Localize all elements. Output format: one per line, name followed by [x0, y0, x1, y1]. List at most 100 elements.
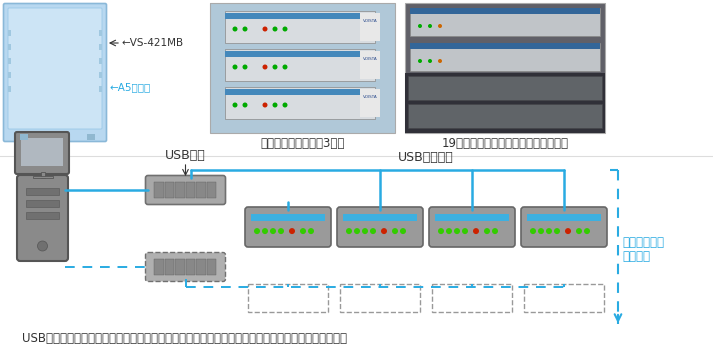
Bar — [26, 188, 59, 195]
Bar — [225, 13, 375, 19]
Bar — [527, 214, 601, 221]
Circle shape — [272, 26, 277, 31]
Circle shape — [584, 228, 590, 234]
Bar — [410, 8, 600, 14]
Circle shape — [454, 228, 460, 234]
Circle shape — [262, 64, 267, 69]
Bar — [408, 104, 602, 128]
Bar — [210, 3, 235, 133]
Text: VOISTA: VOISTA — [363, 19, 377, 23]
FancyBboxPatch shape — [429, 207, 515, 247]
Text: 縦積みも可能（最大3台）: 縦積みも可能（最大3台） — [260, 137, 344, 150]
Circle shape — [232, 102, 237, 107]
Text: 接続可能: 接続可能 — [622, 250, 650, 263]
Circle shape — [538, 228, 544, 234]
Bar — [360, 89, 380, 117]
Circle shape — [282, 26, 287, 31]
Bar — [185, 182, 195, 198]
Bar — [225, 89, 375, 95]
Bar — [432, 284, 512, 312]
Circle shape — [473, 228, 479, 234]
Bar — [343, 214, 417, 221]
Circle shape — [418, 24, 422, 28]
Text: USBハブを使用して、簡単に増設が可能。万一の回線障害の際も故障箇所の特定や切替も容易です。: USBハブを使用して、簡単に増設が可能。万一の回線障害の際も故障箇所の特定や切替… — [22, 332, 347, 345]
Bar — [175, 182, 185, 198]
Bar — [435, 214, 509, 221]
Bar — [340, 284, 420, 312]
Circle shape — [232, 26, 237, 31]
Bar — [26, 212, 59, 219]
Circle shape — [381, 228, 387, 234]
Text: USBハブ: USBハブ — [165, 149, 206, 162]
Circle shape — [438, 59, 442, 63]
Circle shape — [438, 24, 442, 28]
Bar — [225, 51, 375, 57]
Bar — [8, 58, 11, 64]
Bar — [154, 259, 163, 275]
Bar — [196, 182, 205, 198]
Circle shape — [484, 228, 490, 234]
Circle shape — [554, 228, 560, 234]
Bar — [410, 43, 600, 71]
Bar — [8, 30, 11, 36]
Bar — [405, 3, 605, 133]
Bar — [410, 43, 600, 49]
Bar — [154, 182, 163, 198]
Circle shape — [272, 102, 277, 107]
Circle shape — [438, 228, 444, 234]
FancyBboxPatch shape — [17, 175, 68, 261]
FancyBboxPatch shape — [4, 4, 106, 142]
Text: ←A5サイズ: ←A5サイズ — [110, 82, 151, 92]
Text: VOISTA: VOISTA — [363, 57, 377, 61]
Circle shape — [446, 228, 452, 234]
Bar — [99, 30, 102, 36]
FancyBboxPatch shape — [145, 176, 225, 205]
Bar — [185, 259, 195, 275]
Bar — [41, 172, 44, 178]
Text: 最大８台まで: 最大８台まで — [622, 235, 664, 249]
FancyBboxPatch shape — [337, 207, 423, 247]
Bar — [99, 58, 102, 64]
Circle shape — [576, 228, 582, 234]
Bar — [251, 214, 325, 221]
Bar — [210, 3, 395, 133]
Bar — [87, 134, 95, 140]
Bar — [21, 138, 63, 166]
Bar — [99, 72, 102, 78]
Circle shape — [428, 24, 432, 28]
Circle shape — [462, 228, 468, 234]
Text: VOISTA: VOISTA — [363, 95, 377, 99]
FancyBboxPatch shape — [225, 49, 375, 81]
Circle shape — [38, 241, 48, 251]
Circle shape — [354, 228, 360, 234]
Circle shape — [546, 228, 552, 234]
Circle shape — [242, 102, 247, 107]
Circle shape — [282, 102, 287, 107]
Circle shape — [565, 228, 571, 234]
Circle shape — [362, 228, 368, 234]
Circle shape — [242, 26, 247, 31]
FancyBboxPatch shape — [225, 11, 375, 43]
Bar — [175, 259, 185, 275]
Bar — [248, 284, 328, 312]
Circle shape — [272, 64, 277, 69]
FancyBboxPatch shape — [8, 8, 102, 129]
Bar — [26, 200, 59, 207]
Circle shape — [400, 228, 406, 234]
Circle shape — [278, 228, 284, 234]
Circle shape — [492, 228, 498, 234]
Bar — [99, 44, 102, 50]
Circle shape — [254, 228, 260, 234]
Circle shape — [300, 228, 306, 234]
Bar — [99, 86, 102, 92]
FancyBboxPatch shape — [521, 207, 607, 247]
Text: ←VS-421MB: ←VS-421MB — [121, 38, 183, 48]
Bar — [405, 73, 605, 133]
Bar — [408, 76, 602, 100]
Circle shape — [270, 228, 276, 234]
Circle shape — [262, 26, 267, 31]
Circle shape — [418, 59, 422, 63]
Bar — [410, 8, 600, 36]
Circle shape — [428, 59, 432, 63]
FancyBboxPatch shape — [145, 252, 225, 282]
